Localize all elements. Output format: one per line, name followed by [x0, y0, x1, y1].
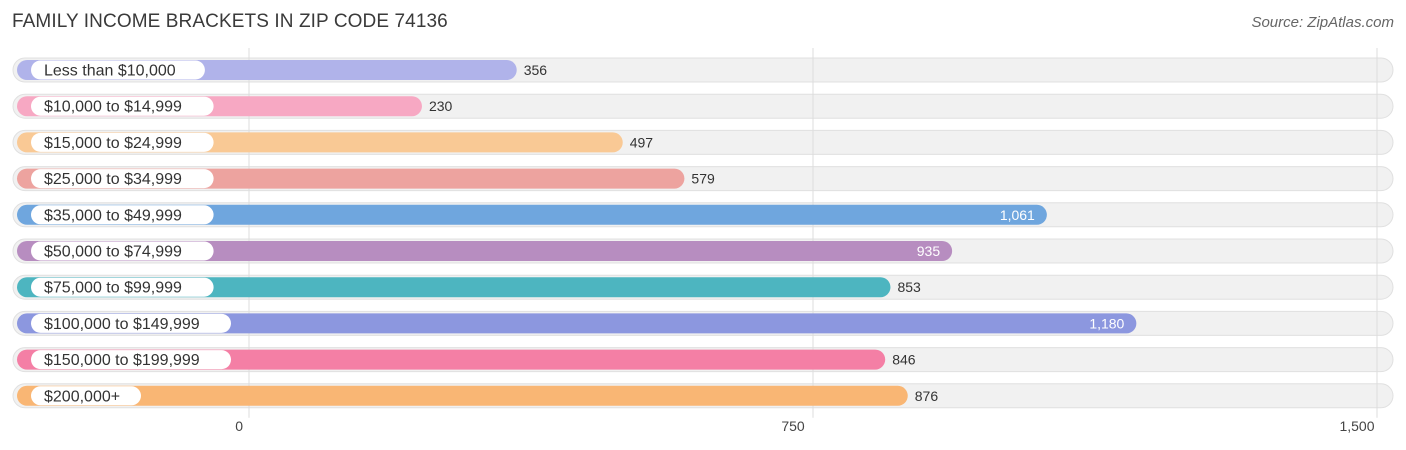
category-label: $25,000 to $34,999 — [44, 171, 182, 188]
category-label: $10,000 to $14,999 — [44, 99, 182, 116]
value-label: 876 — [915, 388, 939, 404]
bar — [17, 204, 1047, 225]
category-pill — [31, 386, 141, 406]
category-pill — [31, 205, 214, 225]
value-label: 1,180 — [1089, 315, 1124, 331]
value-label: 356 — [524, 62, 548, 78]
value-label: 579 — [691, 171, 715, 187]
x-tick-label: 0 — [235, 418, 243, 434]
category-label: $50,000 to $74,999 — [44, 244, 182, 261]
bar — [17, 385, 908, 406]
category-pill — [31, 169, 214, 189]
value-label: 1,061 — [1000, 207, 1035, 223]
category-label: $200,000+ — [44, 388, 120, 405]
category-label: $100,000 to $149,999 — [44, 316, 200, 333]
chart-title: FAMILY INCOME BRACKETS IN ZIP CODE 74136 — [12, 11, 448, 32]
bar — [17, 241, 953, 261]
category-pill — [31, 132, 214, 152]
x-tick-label: 1,500 — [1339, 418, 1374, 434]
x-tick-label: 750 — [781, 418, 805, 434]
bars-layer: Less than $10,000 356 $10,000 to $14,999 23… — [17, 60, 1137, 406]
category-pill — [31, 96, 214, 116]
ticks-layer: 0 750 1,500 — [235, 418, 1375, 434]
category-pill — [31, 313, 231, 333]
category-pill — [31, 60, 205, 80]
category-pill — [31, 241, 214, 261]
category-label: $35,000 to $49,999 — [44, 207, 182, 224]
bar — [17, 349, 886, 370]
category-label: $15,000 to $24,999 — [44, 135, 182, 152]
category-pill — [31, 277, 214, 297]
value-label: 846 — [892, 352, 916, 368]
category-pill — [31, 350, 231, 370]
value-label: 497 — [630, 134, 654, 150]
value-label: 230 — [429, 98, 453, 114]
category-label: $75,000 to $99,999 — [44, 280, 182, 297]
bar — [17, 277, 891, 298]
source-credit: Source: ZipAtlas.com — [1251, 14, 1394, 31]
value-label: 853 — [897, 279, 921, 295]
category-label: $150,000 to $199,999 — [44, 352, 200, 369]
value-label: 935 — [917, 243, 941, 259]
category-label: Less than $10,000 — [44, 63, 176, 80]
bar — [17, 313, 1137, 334]
